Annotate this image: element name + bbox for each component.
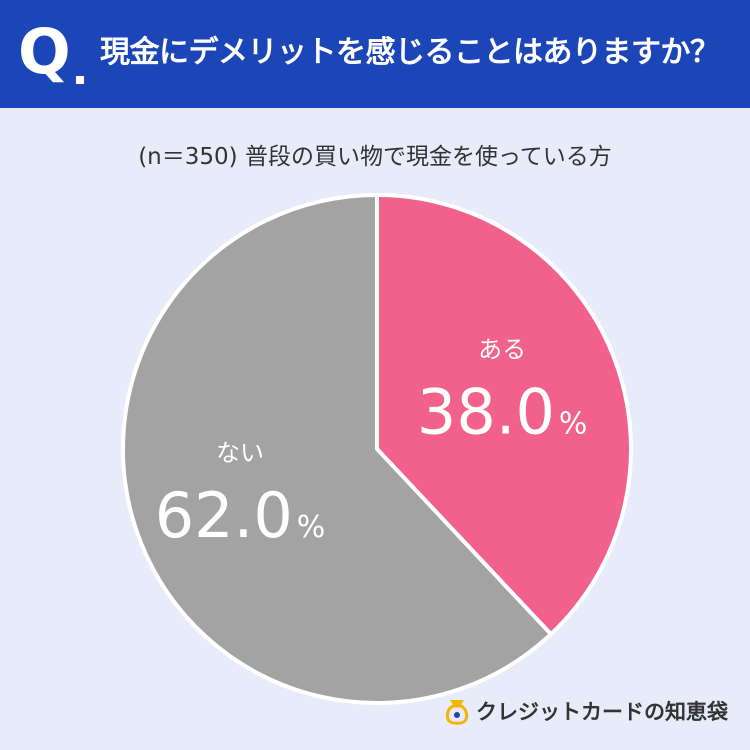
question-header: Q 現金にデメリットを感じることはありますか？ xyxy=(0,0,750,108)
brand-name: クレジットカードの知恵袋 xyxy=(476,700,728,724)
bag-logo-icon xyxy=(445,700,469,725)
slice-label-1: ない xyxy=(216,439,264,467)
pie-slice-0 xyxy=(375,193,633,637)
q-mark: Q xyxy=(18,15,71,88)
slice-value-0: 38.0% xyxy=(417,375,588,448)
slice-value-1: 62.0% xyxy=(155,479,326,552)
sample-subtitle: (n＝350) 普段の買い物で現金を使っている方 xyxy=(138,144,612,170)
question-text: 現金にデメリットを感じることはありますか？ xyxy=(100,35,720,70)
q-dot xyxy=(76,76,84,84)
brand-logo: クレジットカードの知恵袋 xyxy=(444,694,728,728)
pie-slice-1 xyxy=(121,193,553,705)
slice-label-0: ある xyxy=(478,335,526,363)
